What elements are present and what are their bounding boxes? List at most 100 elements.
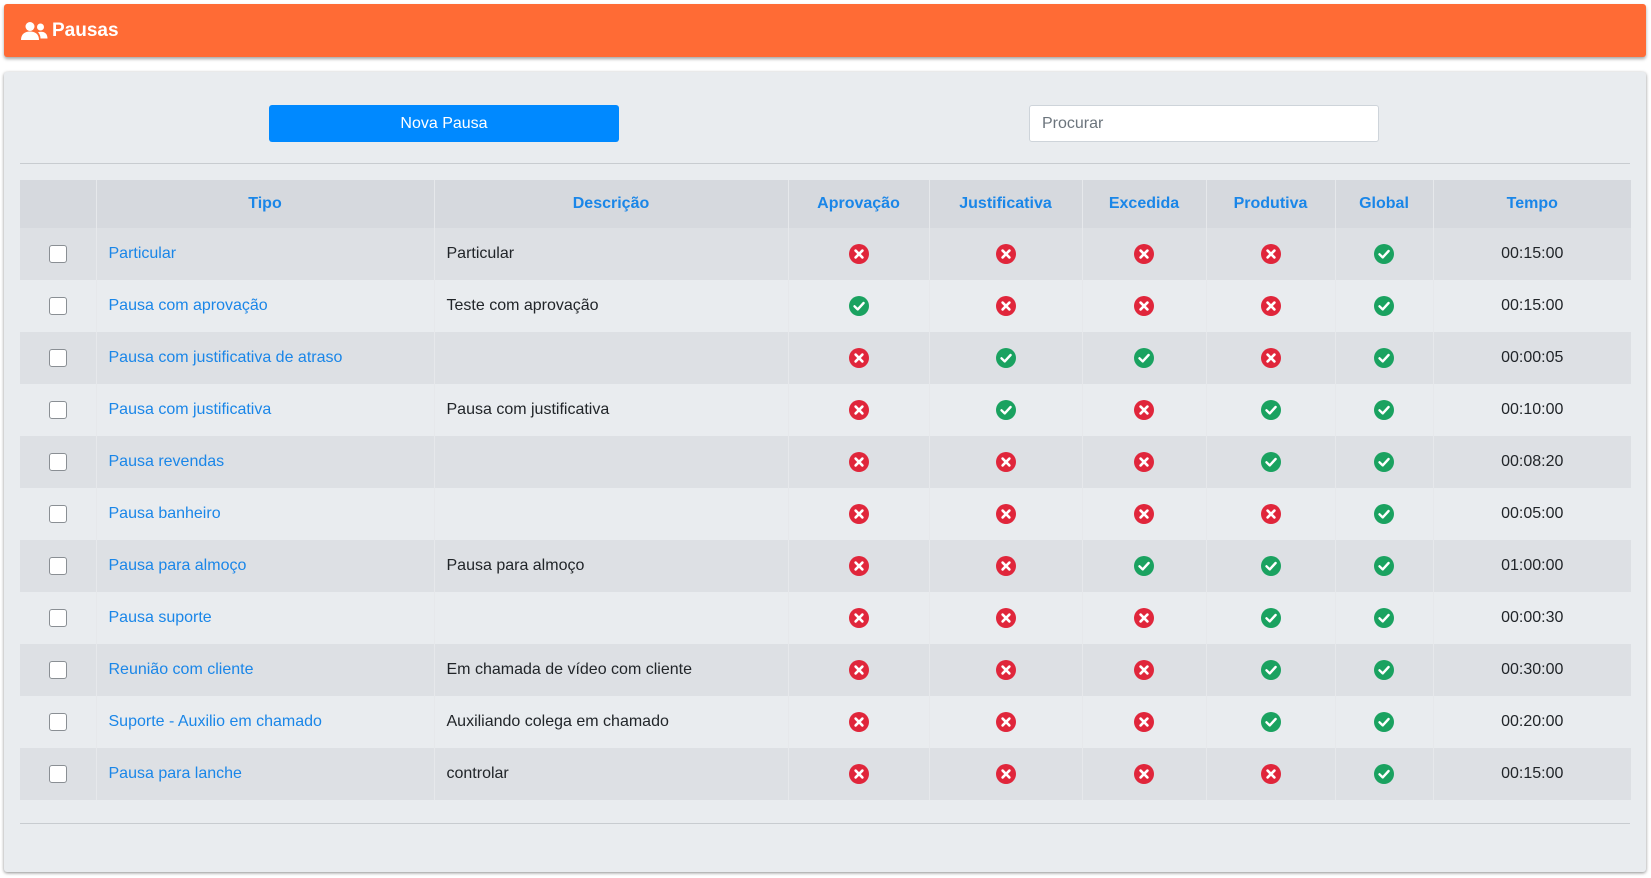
global-cell bbox=[1335, 436, 1434, 488]
global-cell bbox=[1335, 540, 1434, 592]
tempo-cell: 00:15:00 bbox=[1433, 280, 1631, 332]
row-select-cell bbox=[20, 384, 97, 436]
x-circle-icon bbox=[1260, 296, 1281, 316]
column-header-tipo[interactable]: Tipo bbox=[96, 180, 435, 228]
tipo-link[interactable]: Pausa revendas bbox=[108, 453, 225, 470]
column-header-tempo[interactable]: Tempo bbox=[1433, 180, 1631, 228]
x-circle-icon bbox=[848, 400, 869, 420]
global-cell bbox=[1335, 384, 1434, 436]
x-circle-icon bbox=[995, 608, 1016, 628]
tipo-link[interactable]: Pausa para almoço bbox=[108, 557, 247, 574]
excedida-cell bbox=[1082, 592, 1207, 644]
tipo-link[interactable]: Suporte - Auxilio em chamado bbox=[108, 713, 322, 730]
x-circle-icon bbox=[848, 764, 869, 784]
tipo-link[interactable]: Reunião com cliente bbox=[108, 661, 254, 678]
table-row: Suporte - Auxilio em chamado Auxiliando c… bbox=[20, 696, 1631, 748]
check-circle-icon bbox=[1260, 660, 1281, 680]
excedida-cell bbox=[1082, 748, 1207, 800]
produtiva-cell bbox=[1206, 748, 1336, 800]
check-circle-icon bbox=[1374, 296, 1394, 316]
aprovacao-cell bbox=[788, 696, 930, 748]
new-pause-button[interactable]: Nova Pausa bbox=[269, 105, 619, 142]
tempo-cell: 01:00:00 bbox=[1433, 540, 1631, 592]
tipo-link[interactable]: Particular bbox=[108, 245, 177, 262]
tipo-link[interactable]: Pausa suporte bbox=[108, 609, 212, 626]
row-checkbox[interactable] bbox=[48, 244, 67, 263]
x-circle-icon bbox=[848, 452, 869, 472]
x-circle-icon bbox=[1260, 764, 1281, 784]
global-cell bbox=[1335, 332, 1434, 384]
row-checkbox[interactable] bbox=[48, 556, 67, 575]
tempo-cell: 00:08:20 bbox=[1433, 436, 1631, 488]
check-circle-icon bbox=[1134, 556, 1154, 576]
tempo-cell: 00:00:05 bbox=[1433, 332, 1631, 384]
check-circle-icon bbox=[1374, 504, 1394, 524]
pauses-table: Tipo Descrição Aprovação Justificativa E… bbox=[20, 180, 1631, 800]
tipo-link[interactable]: Pausa com aprovação bbox=[108, 297, 268, 314]
excedida-cell bbox=[1082, 384, 1207, 436]
x-circle-icon bbox=[848, 348, 869, 368]
table-row: Particular Particular 00:15:00 bbox=[20, 228, 1631, 280]
column-header-excedida[interactable]: Excedida bbox=[1082, 180, 1207, 228]
column-header-global[interactable]: Global bbox=[1335, 180, 1434, 228]
row-checkbox[interactable] bbox=[48, 452, 67, 471]
justificativa-cell bbox=[929, 696, 1083, 748]
check-circle-icon bbox=[1374, 712, 1394, 732]
tempo-cell: 00:15:00 bbox=[1433, 748, 1631, 800]
column-header-select bbox=[20, 180, 97, 228]
row-select-cell bbox=[20, 540, 97, 592]
global-cell bbox=[1335, 592, 1434, 644]
column-header-aprovacao[interactable]: Aprovação bbox=[788, 180, 930, 228]
column-header-descricao[interactable]: Descrição bbox=[434, 180, 789, 228]
row-checkbox[interactable] bbox=[48, 660, 67, 679]
row-checkbox[interactable] bbox=[48, 608, 67, 627]
produtiva-cell bbox=[1206, 228, 1336, 280]
excedida-cell bbox=[1082, 280, 1207, 332]
tipo-cell: Pausa revendas bbox=[96, 436, 435, 488]
justificativa-cell bbox=[929, 644, 1083, 696]
column-header-justificativa[interactable]: Justificativa bbox=[929, 180, 1083, 228]
row-checkbox[interactable] bbox=[48, 712, 67, 731]
table-row: Pausa com justificativa Pausa com justifi… bbox=[20, 384, 1631, 436]
row-checkbox[interactable] bbox=[48, 764, 67, 783]
tipo-link[interactable]: Pausa com justificativa de atraso bbox=[108, 349, 343, 366]
aprovacao-cell bbox=[788, 592, 930, 644]
justificativa-cell bbox=[929, 592, 1083, 644]
descricao-cell bbox=[434, 592, 789, 644]
tipo-link[interactable]: Pausa para lanche bbox=[108, 765, 242, 782]
aprovacao-cell bbox=[788, 644, 930, 696]
global-cell bbox=[1335, 644, 1434, 696]
x-circle-icon bbox=[848, 712, 869, 732]
row-select-cell bbox=[20, 436, 97, 488]
aprovacao-cell bbox=[788, 488, 930, 540]
row-checkbox[interactable] bbox=[48, 348, 67, 367]
justificativa-cell bbox=[929, 228, 1083, 280]
excedida-cell bbox=[1082, 332, 1207, 384]
users-icon bbox=[21, 21, 48, 40]
justificativa-cell bbox=[929, 280, 1083, 332]
check-circle-icon bbox=[1260, 556, 1281, 576]
row-checkbox[interactable] bbox=[48, 296, 67, 315]
row-select-cell bbox=[20, 332, 97, 384]
aprovacao-cell bbox=[788, 748, 930, 800]
produtiva-cell bbox=[1206, 436, 1336, 488]
check-circle-icon bbox=[1374, 244, 1394, 264]
justificativa-cell bbox=[929, 488, 1083, 540]
tipo-link[interactable]: Pausa com justificativa bbox=[108, 401, 272, 418]
aprovacao-cell bbox=[788, 228, 930, 280]
tipo-link[interactable]: Pausa banheiro bbox=[108, 505, 221, 522]
aprovacao-cell bbox=[788, 332, 930, 384]
row-checkbox[interactable] bbox=[48, 400, 67, 419]
row-checkbox[interactable] bbox=[48, 504, 67, 523]
justificativa-cell bbox=[929, 332, 1083, 384]
x-circle-icon bbox=[995, 296, 1016, 316]
descricao-cell: Pausa para almoço bbox=[434, 540, 789, 592]
tipo-cell: Pausa com justificativa de atraso bbox=[96, 332, 435, 384]
column-header-produtiva[interactable]: Produtiva bbox=[1206, 180, 1336, 228]
produtiva-cell bbox=[1206, 696, 1336, 748]
search-input[interactable] bbox=[1029, 105, 1379, 142]
x-circle-icon bbox=[848, 244, 869, 264]
x-circle-icon bbox=[848, 660, 869, 680]
global-cell bbox=[1335, 696, 1434, 748]
table-row: Pausa banheiro 00:05:00 bbox=[20, 488, 1631, 540]
